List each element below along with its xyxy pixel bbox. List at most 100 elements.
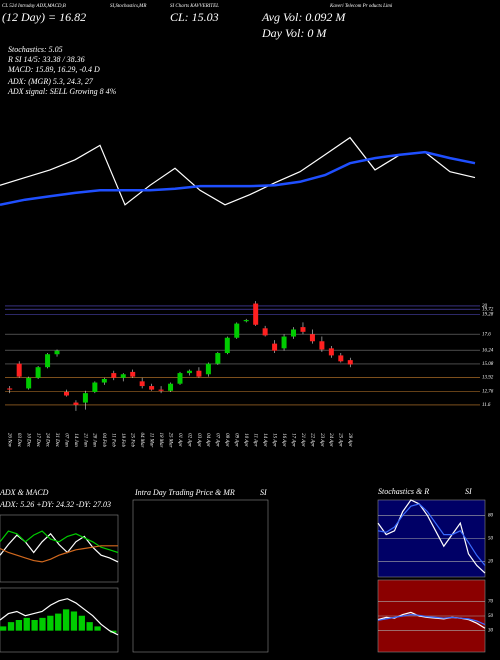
x-tick-label: 02 Apr [186,433,191,447]
y-tick-label: 12.76 [482,389,494,394]
x-tick-label: 28 Apr [347,433,352,447]
panel-subtitle: SI [465,487,472,496]
x-tick-label: 17 Apr [290,433,295,447]
candle-body [16,363,22,377]
candle-body [111,373,117,378]
x-tick-label: 11 Mar [148,433,153,448]
x-tick-label: 11 Apr [253,433,258,446]
y-tick-label: 17.6 [482,332,491,337]
histogram-bar [7,622,15,631]
header: CL 524 Intraday ADX,MACD,B [2,4,66,9]
histogram-bar [78,615,85,631]
candle-body [328,348,334,356]
candle-body [120,374,126,378]
panel-title: ADX & MACD [0,488,49,497]
x-tick-label: 16 Apr [281,433,286,447]
candle-body [45,354,51,368]
x-tick-label: 26 Nov [7,433,12,448]
histogram-bar [39,617,46,631]
x-tick-label: 14 Jan [73,433,78,447]
candle-body [7,388,13,390]
x-tick-label: 17 Dec [35,433,40,448]
x-tick-label: 01 Apr [177,433,182,447]
header: Kaveri Telecom Pr oducts Limi [329,4,393,9]
candle-body [168,383,174,391]
x-tick-label: 07 Apr [215,433,220,447]
x-tick-label: 03 Dec [16,433,21,448]
x-tick-label: 22 Apr [309,433,314,447]
x-tick-label: 28 Jan [92,433,97,447]
candle-body [196,370,202,377]
candle-body [234,323,240,338]
x-tick-label: 08 Apr [224,433,229,447]
y-tick-label: 20 [488,560,494,565]
y-tick-label: 80 [488,514,494,519]
y-tick-label: 30 [488,629,494,634]
info: Stochastics: 5.05 [8,45,63,54]
x-tick-label: 18 Feb [120,433,125,448]
panel-title: Intra Day Trading Price & MR [134,488,235,497]
info: MACD: 15.89, 16.29, -0.4 D [7,65,100,74]
x-tick-label: 23 Apr [319,433,324,447]
candle-body [35,367,41,378]
panel-title: Stochastics & R [378,487,429,496]
y-tick-label: 11.6 [482,403,491,408]
series-line [377,503,486,566]
y-tick-label: 19.28 [482,313,494,318]
histogram-bar [62,609,70,631]
y-tick-label: 15.08 [482,362,494,367]
header: SI Charts KAVVERITEL [170,4,219,9]
x-tick-label: 25 Apr [338,433,343,447]
y-tick-label: 13.92 [482,376,494,381]
series-line [0,532,119,563]
y-tick-label: 50 [488,614,494,619]
series-line [0,136,476,206]
series-line [377,499,486,574]
x-tick-label: 04 Apr [205,433,210,447]
candle-body [82,393,88,403]
x-tick-label: 21 Apr [300,433,305,447]
series-line [0,530,119,554]
candle-body [73,402,79,405]
y-tick-label: 20 [482,304,488,309]
candle-body [177,373,183,384]
histogram-bar [110,630,117,633]
candle-body [272,343,278,351]
histogram-bar [23,617,30,631]
x-tick-label: 04 Mar [139,433,144,448]
candle-body [101,378,107,383]
histogram-bar [70,611,78,631]
candle-body [347,360,353,365]
x-tick-label: 31 Dec [54,433,59,448]
candle-body [54,350,60,355]
series-line [0,598,119,636]
x-tick-label: 03 Apr [196,433,201,447]
histogram-bar [55,613,62,631]
y-tick-label: 16.24 [482,348,494,353]
candle-body [224,337,230,354]
x-tick-label: 15 Apr [271,433,276,447]
panel-subtitle: ADX: 5.26 +DY: 24.32 -DY: 27.03 [0,500,111,509]
histogram-bar [31,620,38,631]
candle-body [338,355,344,362]
x-tick-label: 18 Mar [158,433,163,448]
panel-subtitle: SI [260,488,267,497]
header: Day Vol: 0 M [261,26,327,40]
x-tick-label: 10 Apr [243,433,248,447]
candle-body [149,386,155,390]
x-tick-label: 14 Apr [262,433,267,447]
y-tick-label: 50 [488,537,494,542]
x-tick-label: 25 Mar [167,433,172,448]
info: ADX signal: SELL Growing 8 4% [7,87,117,96]
candle-body [300,327,306,332]
x-tick-label: 24 Dec [44,433,49,448]
x-tick-label: 07 Jan [63,433,68,447]
histogram-bar [47,615,54,631]
x-tick-label: 11 Feb [111,433,116,447]
candle-body [215,353,221,364]
candle-body [309,334,315,342]
candle-body [253,303,259,325]
candle-body [92,382,98,392]
x-tick-label: 24 Apr [328,433,333,447]
